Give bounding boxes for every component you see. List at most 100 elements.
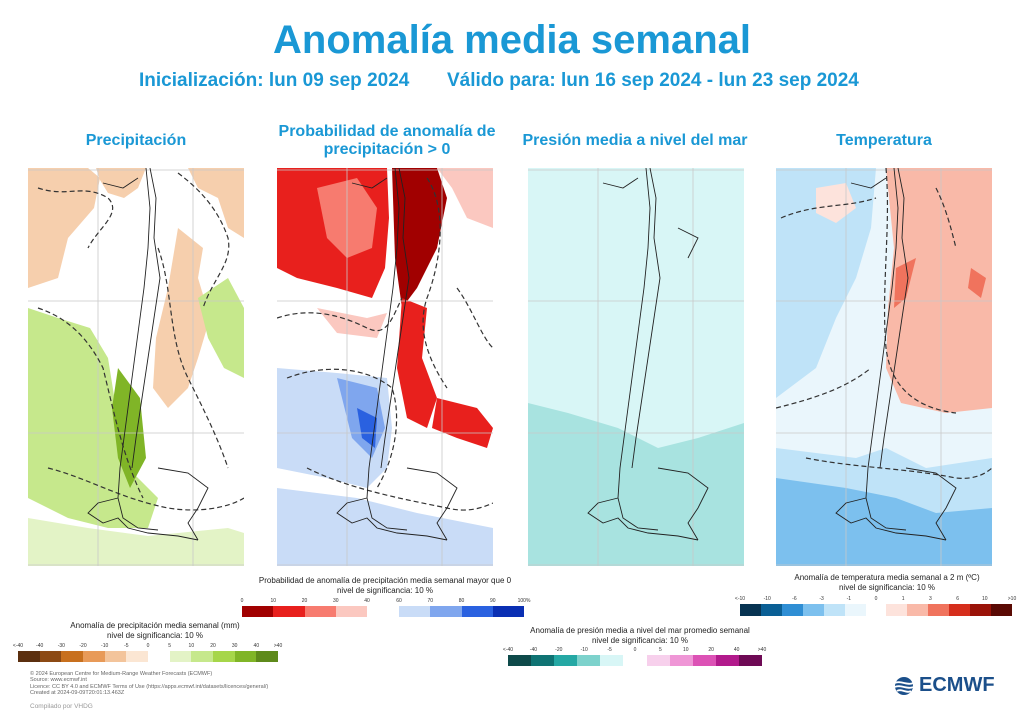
colorbar-tick-label: 0 [633,647,637,653]
ecmwf-logo: ECMWF [892,674,995,697]
colorbar-swatch [335,606,367,617]
colorbar-swatch [242,606,274,617]
colorbar-swatch [104,651,127,662]
valid-range: Válido para: lun 16 sep 2024 - lun 23 se… [447,70,859,91]
colorbar-tick-label: 40 [733,647,740,653]
ecmwf-logo-icon [894,676,914,695]
legend-temperature-caption: Anomalía de temperatura media semanal a … [794,573,980,592]
panel-title-pressure: Presión media a nivel del mar [522,132,748,149]
colorbar-swatch [531,655,555,666]
colorbar-tick-label: 6 [956,596,959,602]
panel-title-probability: Probabilidad de anomalía de precipitació… [278,123,496,158]
colorbar-swatch [273,606,305,617]
colorbar-tick-label: 20 [708,647,714,653]
colorbar-swatch [492,606,524,617]
colorbar-swatch [646,655,670,666]
colorbar-swatch [18,651,40,662]
colorbar-tick-label: 3 [929,596,932,602]
colorbar-tick-label: >40 [757,647,767,653]
colorbar-tick-label: -5 [607,647,612,653]
colorbar-swatch [738,655,763,666]
colorbar-tick-label: -3 [819,596,824,602]
colorbar-tick-label: -20 [555,647,563,653]
credits: © 2024 European Centre for Medium-Range … [30,671,268,697]
colorbar-tick-label: 70 [427,598,434,604]
colorbar-swatch [760,604,782,616]
colorbar-tick-label: 10 [270,598,277,604]
colorbar-swatch [970,604,992,616]
compiled-by: Compilado por VHDG [30,703,93,710]
colorbar-tick-label: 10 [683,647,689,653]
colorbar-swatch [991,604,1012,616]
colorbar-tick-label: -20 [79,643,87,649]
colorbar-swatch [191,651,214,662]
colorbar-swatch [234,651,257,662]
colorbar-tick-label: -10 [763,596,771,602]
credit-line: © 2024 European Centre for Medium-Range … [30,671,213,677]
colorbar-swatch [715,655,739,666]
colorbar-swatch [907,604,929,616]
colorbar-tick-label: 100% [517,598,531,604]
init-date: Inicialización: lun 09 sep 2024 [139,70,410,91]
colorbar-swatch [304,606,336,617]
colorbar-swatch [600,655,624,666]
legend-probability-caption: Probabilidad de anomalía de precipitació… [258,576,512,595]
colorbar-tick-label: 90 [489,598,496,604]
colorbar-swatch [692,655,716,666]
colorbar-tick-label: -30 [57,643,65,649]
legend-probability-low-ticks: 0 10 20 30 40 [240,598,370,605]
colorbar-tick-label: 5 [168,643,172,649]
colorbar-tick-label: 10 [188,643,195,649]
page-title: Anomalía media semanal [273,18,751,62]
legend-pressure-caption: Anomalía de presión media a nivel del ma… [530,626,750,645]
legend-pressure-bar [508,655,763,666]
colorbar-swatch [430,606,462,617]
colorbar-tick-label: -1 [846,596,852,602]
colorbar-tick-label: -40 [529,647,538,653]
legend-precipitation-bar [18,651,279,662]
colorbar-swatch [781,604,803,616]
credit-line: Source: www.ecmwf.int [30,677,87,684]
credit-line: Created at 2024-09-09T20:01:13.463Z [30,690,125,697]
colorbar-tick-label: -5 [124,643,129,649]
map-precipitation [28,168,244,566]
legend-precipitation-ticks: <-40 -40 -30 -20 -10 -5 0 5 10 20 30 40 >40 [13,643,282,650]
colorbar-swatch [83,651,105,662]
legend-pressure-ticks: <-40 -40 -20 -10 -5 0 5 10 20 40 >40 [503,647,766,654]
colorbar-tick-label: 0 [240,598,244,604]
legend-probability-high-bar [399,606,524,617]
legend-temperature-ticks: <-10 -10 -6 -3 -1 0 1 3 6 10 >10 [735,596,1016,603]
colorbar-swatch [554,655,578,666]
colorbar-swatch [256,651,279,662]
colorbar-swatch [865,604,887,616]
colorbar-tick-label: 20 [210,643,216,649]
panel-title-precipitation: Precipitación [85,132,187,149]
colorbar-swatch [461,606,493,617]
colorbar-tick-label: 10 [982,596,988,602]
colorbar-swatch [886,604,908,616]
map-probability [277,168,493,566]
credit-line: Licence: CC BY 4.0 and ECMWF Terms of Us… [30,683,269,690]
colorbar-tick-label: 30 [231,643,238,649]
colorbar-swatch [213,651,235,662]
colorbar-tick-label: -10 [580,647,588,653]
colorbar-swatch [169,651,192,662]
colorbar-tick-label: >10 [1007,596,1017,602]
colorbar-swatch [823,604,845,616]
colorbar-tick-label: 20 [301,598,308,604]
colorbar-tick-label: <-10 [734,596,746,602]
legend-probability-high-ticks: 60 70 80 90 100% [396,598,530,605]
colorbar-tick-label: <-40 [12,643,24,649]
colorbar-swatch [844,604,866,616]
colorbar-swatch [399,606,431,617]
colorbar-tick-label: 1 [901,596,905,602]
colorbar-swatch [669,655,693,666]
panel-title-temperature: Temperatura [836,132,932,149]
colorbar-swatch [577,655,601,666]
colorbar-swatch [148,651,170,662]
colorbar-tick-label: >40 [273,643,283,649]
colorbar-tick-label: 40 [253,643,260,649]
colorbar-swatch [802,604,824,616]
colorbar-swatch [928,604,950,616]
colorbar-tick-label: 0 [874,596,878,602]
